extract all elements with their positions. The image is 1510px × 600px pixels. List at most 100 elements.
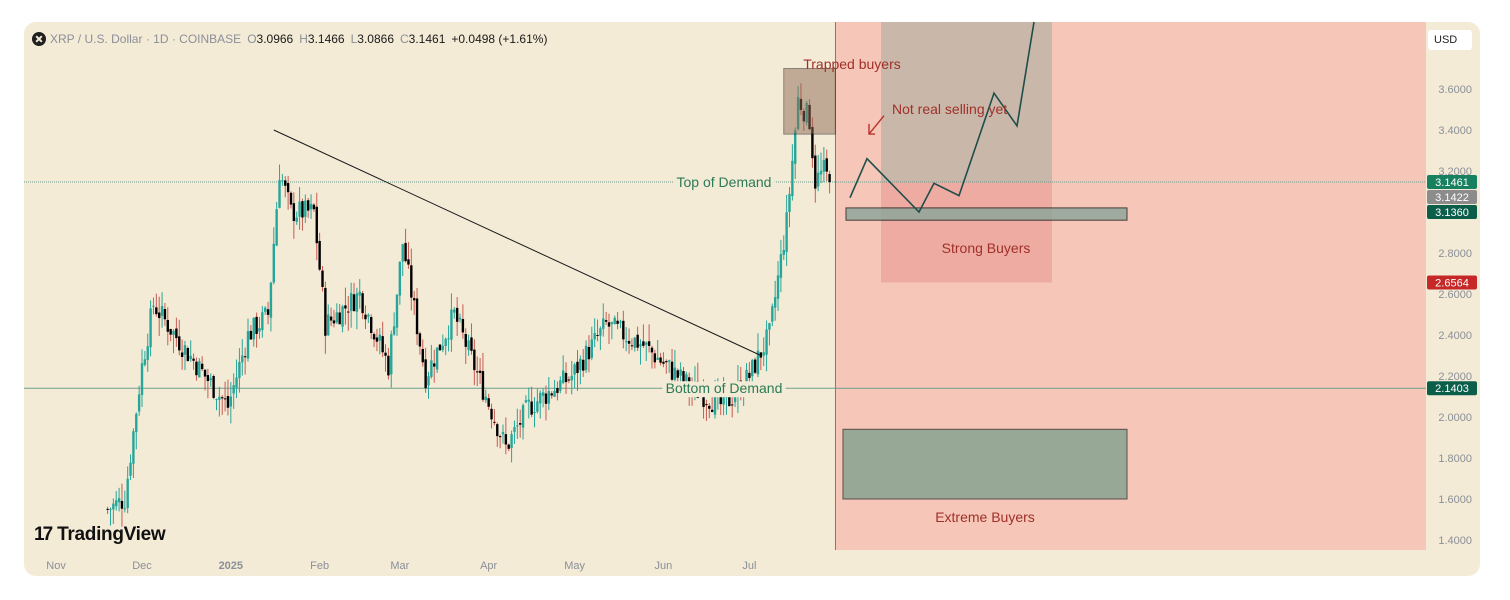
candle-body bbox=[521, 405, 525, 428]
candle-body bbox=[327, 314, 330, 336]
candle-body bbox=[135, 413, 138, 433]
tradingview-mark: 17 bbox=[34, 524, 53, 545]
candle-body bbox=[109, 508, 112, 510]
candle-body bbox=[773, 297, 777, 308]
candle-body bbox=[467, 340, 470, 350]
candle-body bbox=[301, 201, 304, 218]
candle-body bbox=[536, 401, 539, 412]
candle-body bbox=[722, 394, 725, 405]
candle-body bbox=[149, 308, 152, 348]
candle-body bbox=[590, 339, 594, 358]
symbol-legend: XRP / U.S. Dollar · 1D · COINBASE O 3.096… bbox=[32, 31, 547, 47]
candle-body bbox=[441, 345, 445, 350]
candle-body bbox=[762, 352, 765, 356]
tradingview-wordmark: TradingView bbox=[57, 524, 166, 545]
y-axis-tick: 2.8000 bbox=[1438, 248, 1472, 260]
candle-body bbox=[765, 329, 768, 355]
candle-body bbox=[679, 369, 682, 376]
candle-body bbox=[175, 328, 178, 339]
price-tag-bg bbox=[1427, 190, 1477, 205]
currency-button[interactable]: USD bbox=[1428, 30, 1472, 50]
candle-body bbox=[639, 344, 642, 347]
candle-body bbox=[473, 349, 476, 371]
candle-body bbox=[375, 337, 379, 342]
candle-body bbox=[596, 335, 599, 337]
candle-body bbox=[117, 498, 121, 503]
candle-body bbox=[550, 393, 553, 396]
candle-body bbox=[352, 294, 356, 311]
candle-body bbox=[249, 330, 253, 340]
extreme-buyers-label: Extreme Buyers bbox=[935, 509, 1035, 525]
candle-body bbox=[751, 360, 754, 377]
candle-body bbox=[544, 393, 548, 404]
candle-body bbox=[464, 333, 467, 347]
candle-body bbox=[178, 336, 181, 351]
candle-body bbox=[421, 349, 424, 363]
candle-body bbox=[433, 363, 436, 367]
candle-body bbox=[269, 282, 273, 318]
candle-body bbox=[198, 361, 201, 378]
candle-body bbox=[140, 363, 144, 395]
candle-body bbox=[498, 436, 502, 438]
candle-body bbox=[702, 393, 705, 407]
candle-body bbox=[332, 320, 336, 324]
candle-body bbox=[619, 321, 622, 323]
candle-body bbox=[335, 312, 339, 323]
candle-body bbox=[530, 401, 533, 415]
candle-body bbox=[768, 323, 771, 330]
y-axis-tick: 2.4000 bbox=[1438, 330, 1472, 342]
candle-body bbox=[152, 305, 155, 307]
candle-body bbox=[624, 341, 628, 343]
symbol-name[interactable]: XRP / U.S. Dollar bbox=[50, 32, 143, 46]
candle-body bbox=[195, 361, 198, 376]
candle-body bbox=[115, 500, 118, 507]
candle-body bbox=[246, 331, 250, 359]
price-tag: 3.1461 bbox=[1435, 177, 1469, 189]
strong-buyers-zone bbox=[845, 207, 1128, 221]
price-chart[interactable]: Top of Demand Bottom of Demand Trapped buy… bbox=[24, 22, 1480, 576]
candle-body bbox=[398, 261, 402, 296]
candle-body bbox=[814, 155, 817, 189]
candle-body bbox=[665, 361, 668, 363]
candle-body bbox=[284, 180, 287, 186]
red-arrow-head-icon bbox=[868, 123, 875, 135]
candle-body bbox=[822, 159, 826, 172]
candle-body bbox=[272, 243, 275, 283]
candle-body bbox=[129, 462, 132, 476]
candle-body bbox=[567, 379, 571, 381]
candle-body bbox=[745, 369, 748, 392]
candle-body bbox=[819, 170, 823, 175]
tradingview-logo[interactable]: 17 TradingView bbox=[34, 524, 166, 546]
candle-body bbox=[481, 371, 485, 400]
candle-body bbox=[673, 367, 677, 380]
candle-body bbox=[582, 359, 585, 371]
bottom-of-demand-label-bg bbox=[662, 381, 786, 398]
candle-body bbox=[825, 158, 828, 172]
exchange: COINBASE bbox=[179, 32, 242, 46]
candle-body bbox=[381, 336, 384, 353]
candle-body bbox=[444, 339, 447, 346]
x-axis-tick: Apr bbox=[480, 560, 497, 572]
candle-body bbox=[430, 360, 433, 377]
x-axis-tick: Nov bbox=[46, 560, 66, 572]
candle-body bbox=[321, 270, 324, 288]
candle-body bbox=[547, 391, 551, 404]
candle-body bbox=[811, 126, 814, 159]
candle-body bbox=[410, 265, 413, 298]
candle-body bbox=[275, 209, 278, 246]
candle-body bbox=[215, 399, 218, 401]
candle-body bbox=[146, 346, 149, 360]
interval[interactable]: 1D bbox=[153, 32, 169, 46]
candle-body bbox=[172, 330, 175, 335]
candle-body bbox=[137, 394, 141, 412]
candle-body bbox=[728, 393, 731, 407]
candle-body bbox=[206, 375, 210, 382]
candle-body bbox=[329, 316, 333, 321]
candle-body bbox=[180, 352, 184, 357]
candle-body bbox=[435, 347, 439, 370]
candle-body bbox=[166, 319, 169, 332]
candle-body bbox=[785, 212, 788, 252]
candle-body bbox=[163, 308, 167, 320]
candle-body bbox=[367, 314, 370, 317]
candle-body bbox=[309, 203, 313, 210]
